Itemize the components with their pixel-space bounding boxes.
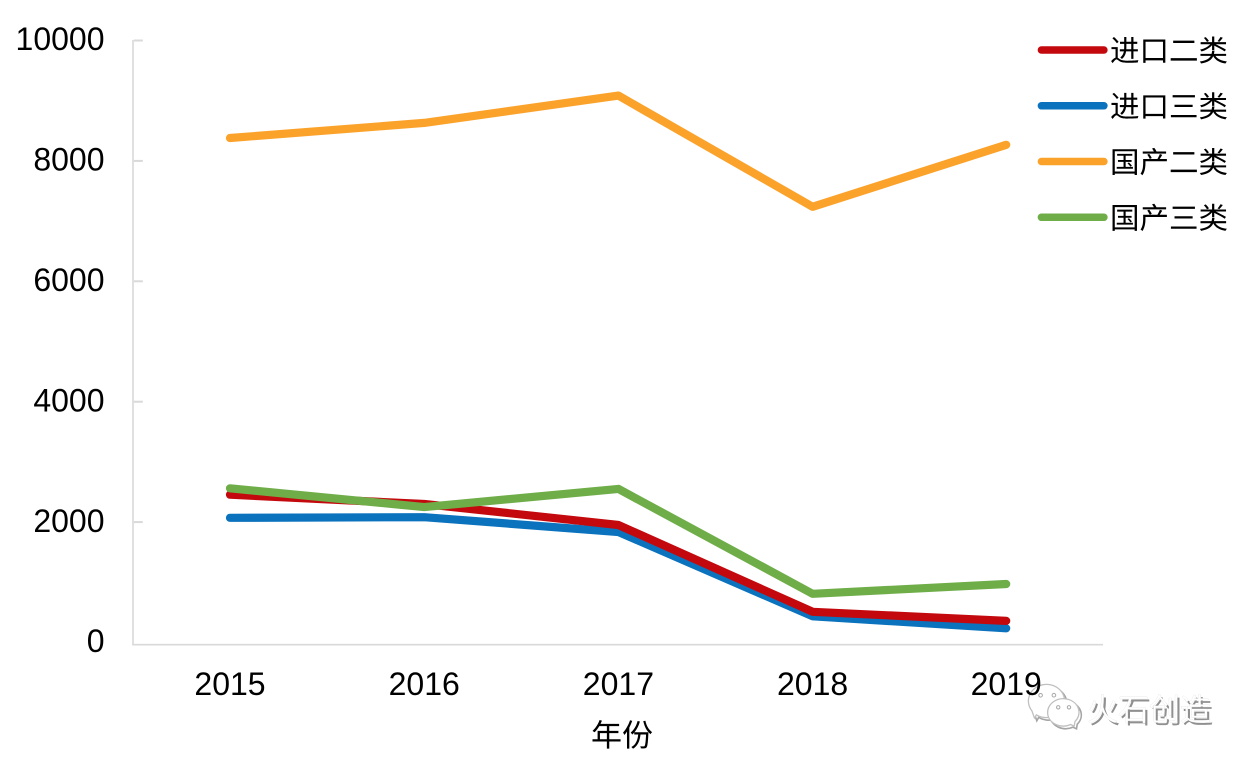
- svg-text:8000: 8000: [33, 142, 104, 178]
- svg-text:2016: 2016: [389, 666, 460, 702]
- svg-text:2000: 2000: [33, 503, 104, 539]
- svg-text:6000: 6000: [33, 262, 104, 298]
- svg-text:2019: 2019: [971, 666, 1042, 702]
- svg-text:4000: 4000: [33, 382, 104, 418]
- svg-text:10000: 10000: [16, 21, 105, 57]
- svg-text:2017: 2017: [583, 666, 654, 702]
- svg-text:0: 0: [87, 623, 105, 659]
- svg-text:2015: 2015: [194, 666, 265, 702]
- svg-text:2018: 2018: [777, 666, 848, 702]
